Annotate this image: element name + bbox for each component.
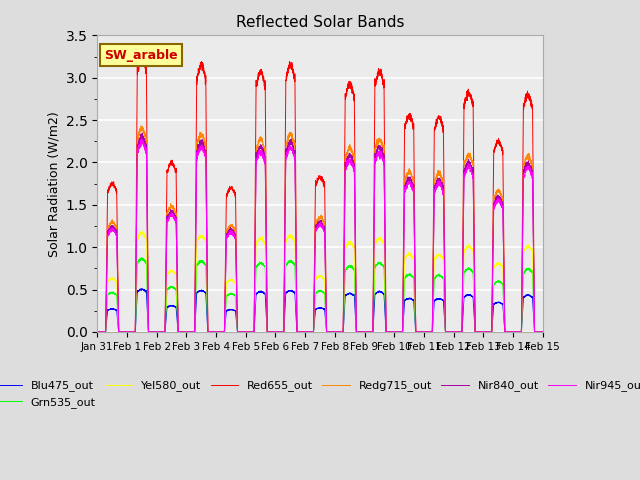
Grn535_out [539, 329, 547, 335]
Nir840_out [173, 291, 181, 297]
Yel580_out [303, 329, 310, 335]
Yel580_out [419, 329, 427, 335]
Nir945_out [538, 329, 546, 335]
Red655_out [303, 329, 310, 335]
Nir840_out [419, 329, 427, 335]
Nir840_out [538, 329, 546, 335]
Nir840_out [395, 329, 403, 335]
Title: Reflected Solar Bands: Reflected Solar Bands [236, 15, 404, 30]
Red655_out [173, 276, 181, 282]
Line: Nir840_out: Nir840_out [97, 133, 543, 332]
Nir840_out [539, 329, 547, 335]
Blu475_out [445, 329, 452, 335]
Grn535_out [303, 329, 310, 335]
Redg715_out [445, 329, 452, 335]
Nir840_out [138, 130, 146, 136]
Line: Nir945_out: Nir945_out [97, 140, 543, 332]
Blu475_out [93, 329, 101, 335]
Nir840_out [93, 329, 101, 335]
Blu475_out [539, 329, 547, 335]
Yel580_out [539, 329, 547, 335]
Yel580_out [445, 329, 452, 335]
Legend: Blu475_out, Grn535_out, Yel580_out, Red655_out, Redg715_out, Nir840_out, Nir945_: Blu475_out, Grn535_out, Yel580_out, Red6… [0, 376, 640, 412]
Grn535_out [395, 329, 403, 335]
Red655_out [93, 329, 101, 335]
Line: Grn535_out: Grn535_out [97, 258, 543, 332]
Redg715_out [173, 289, 181, 295]
Red655_out [419, 329, 427, 335]
Nir945_out [539, 329, 547, 335]
Nir945_out [395, 329, 403, 335]
Nir945_out [138, 137, 145, 143]
Blu475_out [538, 329, 546, 335]
Yel580_out [173, 310, 181, 315]
Yel580_out [538, 329, 546, 335]
Yel580_out [138, 228, 145, 234]
Nir945_out [445, 329, 452, 335]
Blu475_out [137, 286, 145, 292]
Nir840_out [445, 329, 452, 335]
Blu475_out [419, 329, 427, 335]
Line: Blu475_out: Blu475_out [97, 289, 543, 332]
Nir945_out [173, 292, 181, 298]
Nir840_out [303, 329, 310, 335]
Red655_out [445, 329, 452, 335]
Blu475_out [173, 321, 181, 326]
Red655_out [538, 329, 546, 335]
Redg715_out [539, 329, 547, 335]
Nir945_out [419, 329, 427, 335]
Grn535_out [445, 329, 452, 335]
Red655_out [138, 49, 145, 55]
Line: Redg715_out: Redg715_out [97, 126, 543, 332]
Red655_out [539, 329, 547, 335]
Grn535_out [93, 329, 101, 335]
Nir945_out [93, 329, 101, 335]
Redg715_out [303, 329, 310, 335]
Nir945_out [303, 329, 310, 335]
Line: Red655_out: Red655_out [97, 52, 543, 332]
Redg715_out [538, 329, 546, 335]
Red655_out [395, 329, 403, 335]
Redg715_out [93, 329, 101, 335]
Line: Yel580_out: Yel580_out [97, 231, 543, 332]
Redg715_out [395, 329, 403, 335]
Yel580_out [93, 329, 101, 335]
Grn535_out [138, 255, 145, 261]
Redg715_out [138, 123, 145, 129]
Text: SW_arable: SW_arable [104, 48, 177, 62]
Grn535_out [173, 315, 181, 321]
Grn535_out [538, 329, 546, 335]
Y-axis label: Solar Radiation (W/m2): Solar Radiation (W/m2) [47, 111, 60, 256]
Yel580_out [395, 329, 403, 335]
Redg715_out [419, 329, 427, 335]
Blu475_out [303, 329, 310, 335]
Blu475_out [395, 329, 403, 335]
Grn535_out [419, 329, 427, 335]
